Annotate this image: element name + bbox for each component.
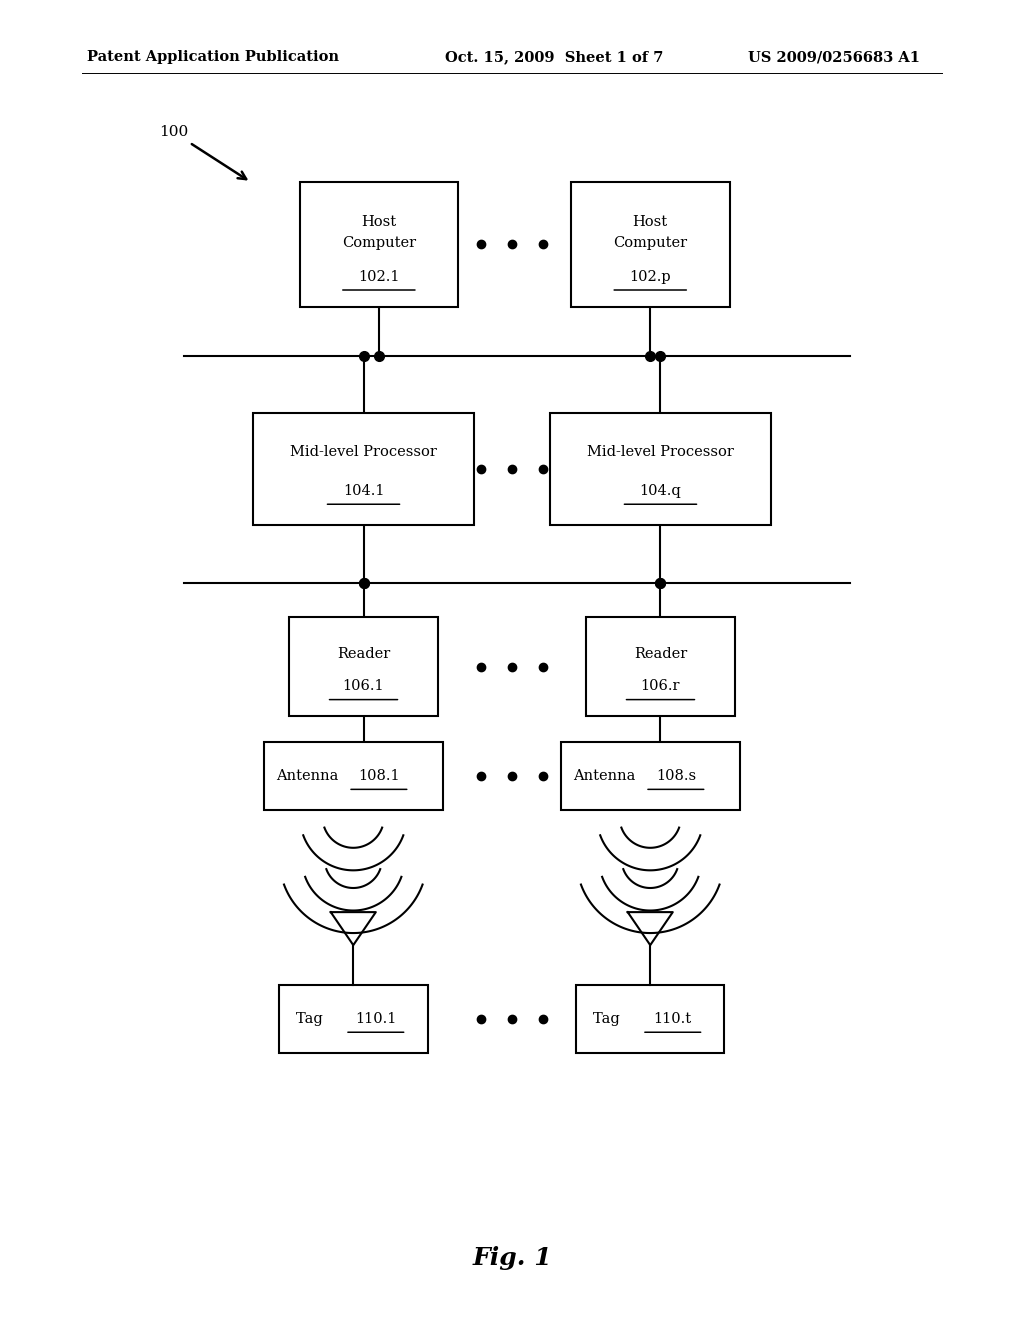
Text: Patent Application Publication: Patent Application Publication (87, 50, 339, 65)
Text: 104.1: 104.1 (343, 484, 384, 498)
Bar (571, 182, 729, 308)
Text: 100: 100 (159, 125, 188, 140)
Text: Mid-level Processor: Mid-level Processor (587, 445, 734, 459)
Text: 106.r: 106.r (641, 680, 680, 693)
Text: Host: Host (633, 215, 668, 228)
Bar (263, 742, 442, 810)
Text: 104.q: 104.q (640, 484, 681, 498)
Text: Fig. 1: Fig. 1 (472, 1246, 552, 1270)
Text: 110.t: 110.t (653, 1012, 692, 1026)
Text: 102.1: 102.1 (358, 269, 399, 284)
Text: Antenna: Antenna (276, 770, 343, 783)
Bar (299, 182, 459, 308)
Text: Oct. 15, 2009  Sheet 1 of 7: Oct. 15, 2009 Sheet 1 of 7 (445, 50, 664, 65)
Text: 102.p: 102.p (630, 269, 671, 284)
Text: US 2009/0256683 A1: US 2009/0256683 A1 (748, 50, 920, 65)
Text: Host: Host (361, 215, 396, 228)
Text: Computer: Computer (613, 236, 687, 249)
Text: Mid-level Processor: Mid-level Processor (290, 445, 437, 459)
Bar (586, 618, 735, 715)
Bar (561, 742, 739, 810)
Text: 106.1: 106.1 (343, 680, 384, 693)
Text: 110.1: 110.1 (355, 1012, 396, 1026)
Text: Reader: Reader (634, 647, 687, 661)
Bar (575, 985, 725, 1053)
Bar (279, 985, 428, 1053)
Text: Antenna: Antenna (573, 770, 640, 783)
Text: Tag: Tag (593, 1012, 625, 1026)
Text: Tag: Tag (296, 1012, 328, 1026)
Bar (254, 412, 473, 524)
Text: Reader: Reader (337, 647, 390, 661)
Bar (289, 618, 438, 715)
Text: 108.1: 108.1 (358, 770, 399, 783)
Text: Computer: Computer (342, 236, 416, 249)
Text: 108.s: 108.s (655, 770, 696, 783)
Bar (551, 412, 770, 524)
